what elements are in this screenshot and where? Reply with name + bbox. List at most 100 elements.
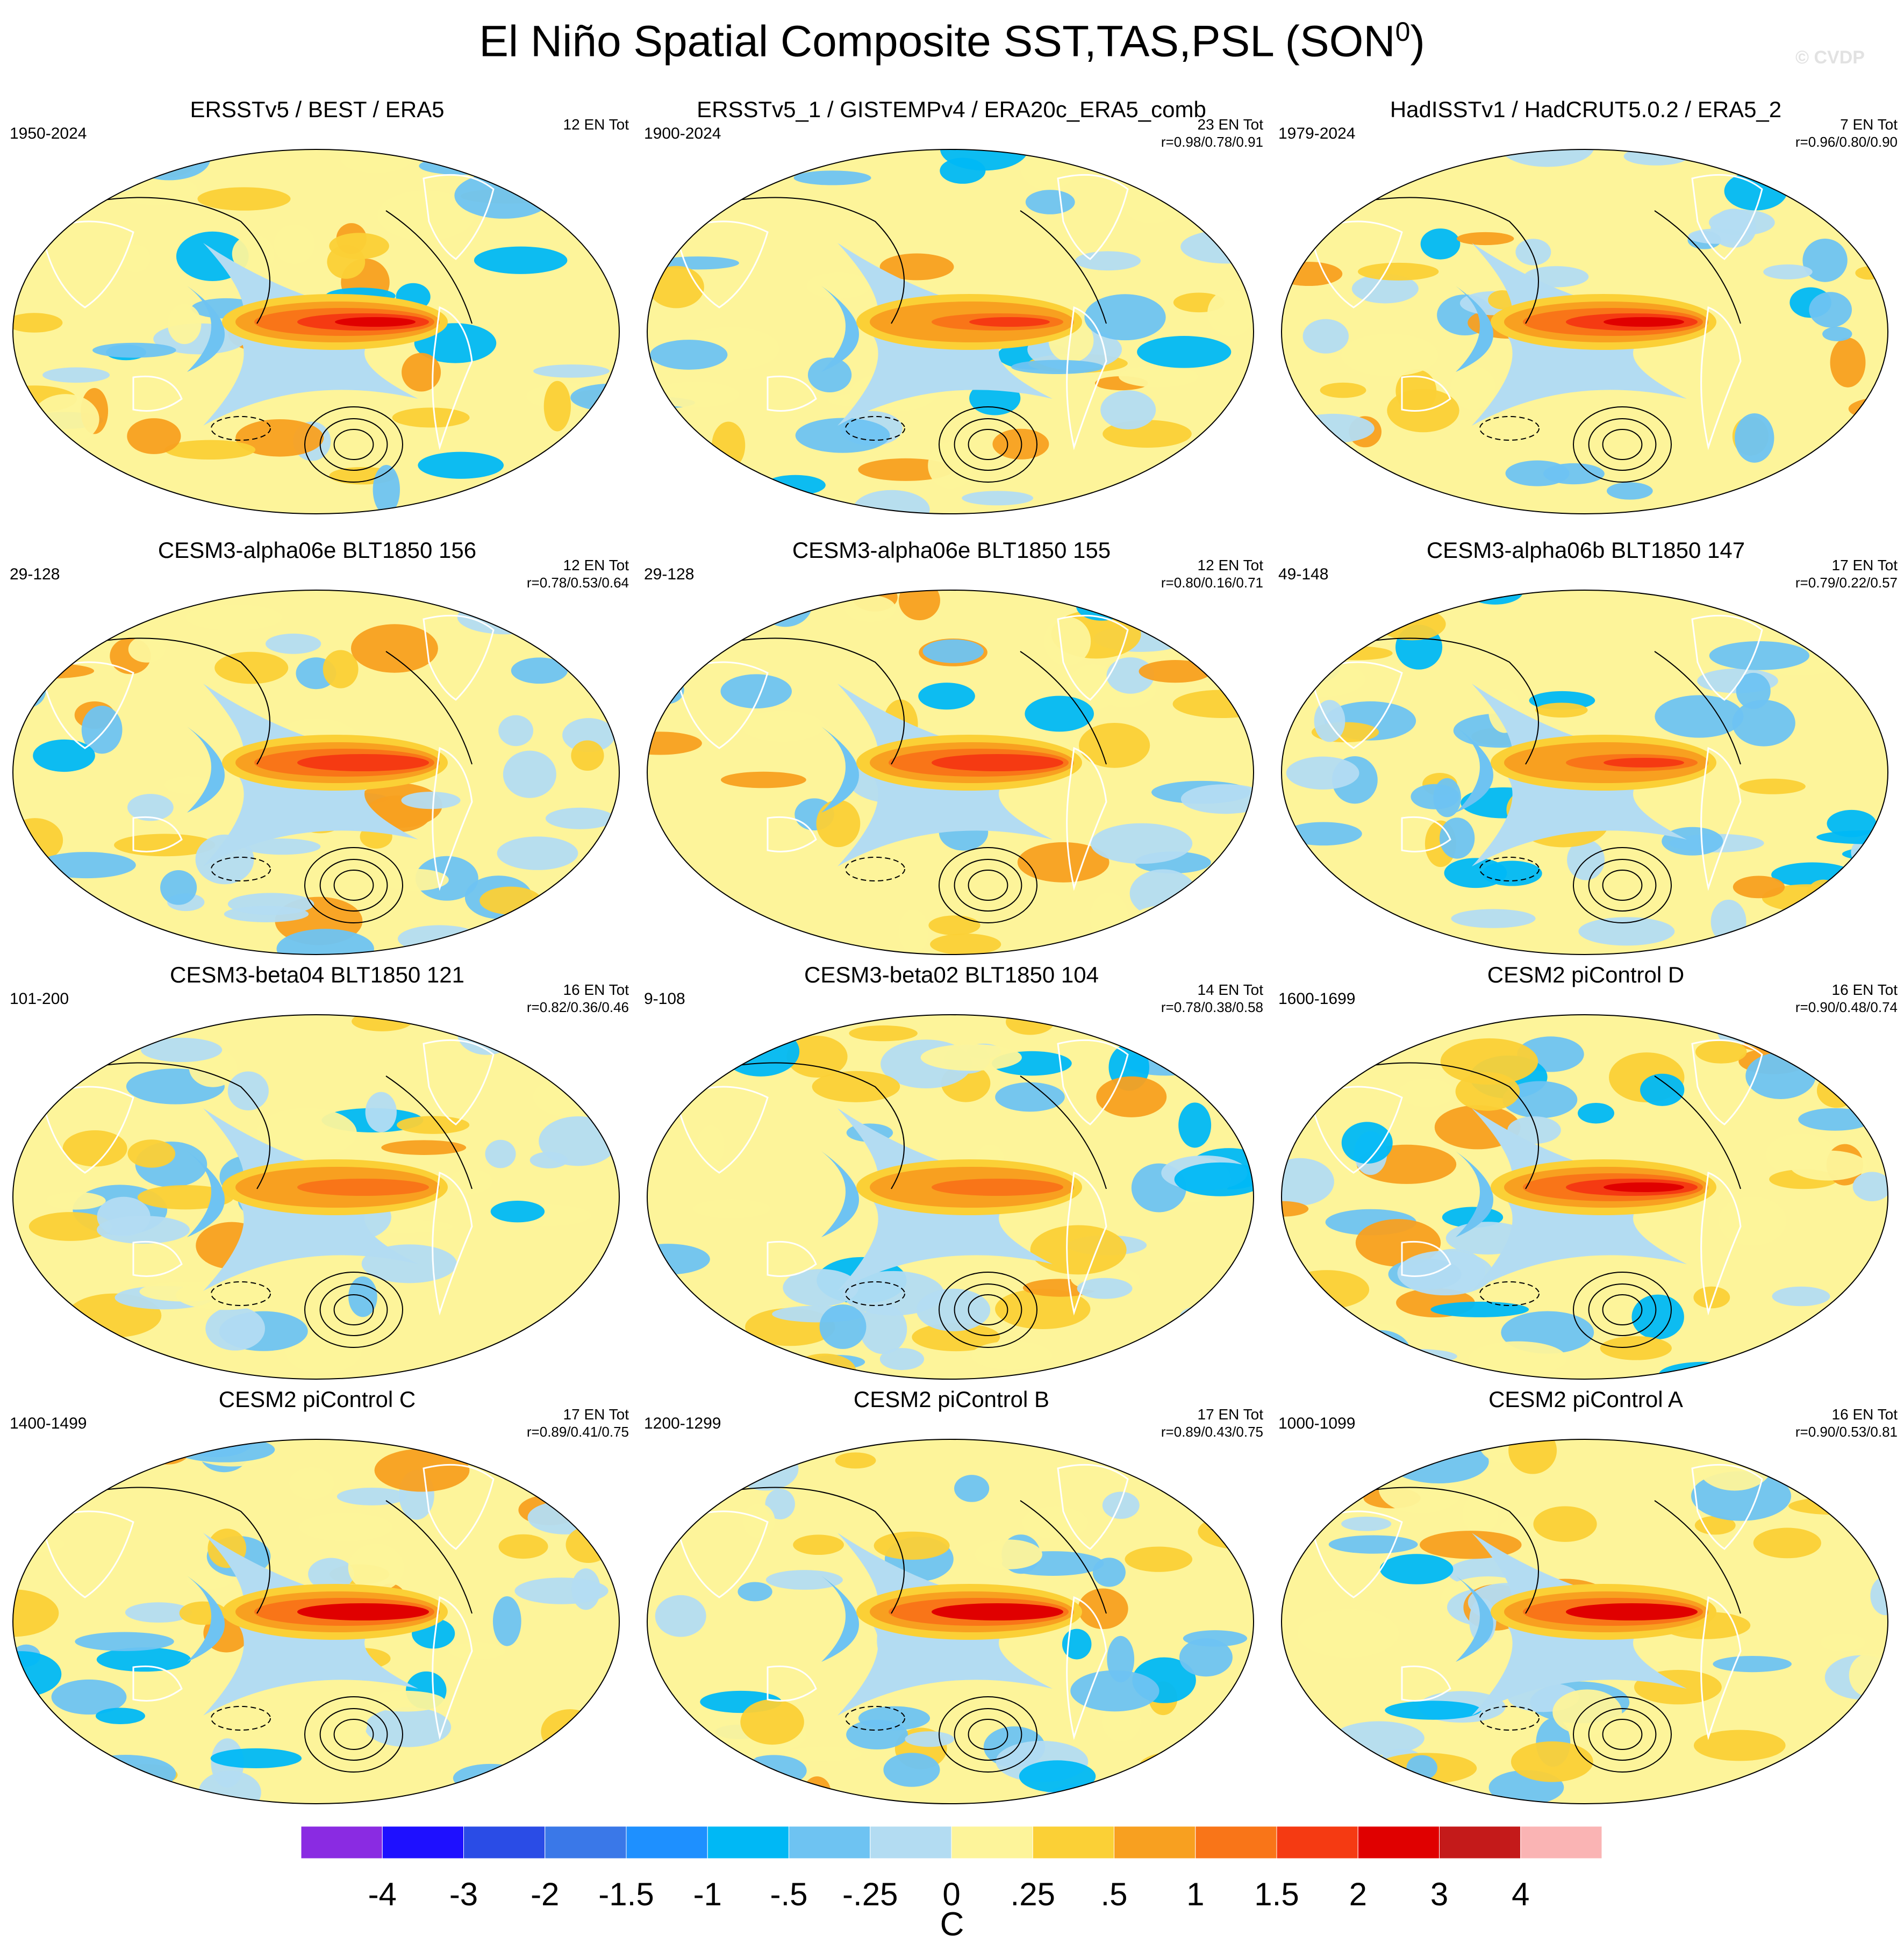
psl-contour bbox=[74, 1487, 270, 1614]
anomaly-patch bbox=[1322, 646, 1393, 661]
anomaly-patch bbox=[1164, 1755, 1235, 1800]
pattern-correlation: r=0.90/0.53/0.81 bbox=[1795, 1424, 1898, 1440]
anomaly-patch bbox=[1397, 1250, 1493, 1296]
anomaly-patch bbox=[42, 367, 110, 383]
panel-title: CESM3-alpha06e BLT1850 156 bbox=[158, 537, 477, 563]
anomaly-patch bbox=[365, 1092, 397, 1132]
colorbar-tick-label: 2 bbox=[1349, 1876, 1367, 1912]
anomaly-patch bbox=[244, 838, 321, 855]
anomaly-patch bbox=[992, 428, 1049, 460]
anomaly-patch bbox=[1375, 1348, 1457, 1364]
anomaly-patch bbox=[661, 1739, 759, 1767]
anomaly-patch bbox=[1745, 1031, 1780, 1048]
anomaly-patch bbox=[13, 454, 30, 480]
anomaly-patch bbox=[819, 1304, 867, 1349]
anomaly-patch bbox=[205, 1307, 266, 1351]
psl-contour bbox=[1342, 1487, 1539, 1614]
map-panel: CESM2 piControl C 1400-1499 17 EN Tot r=0.8… bbox=[0, 1387, 634, 1811]
anomaly-patch bbox=[1282, 661, 1366, 697]
psl-contour bbox=[385, 210, 473, 324]
anomaly-patch bbox=[844, 595, 896, 622]
panel-title: CESM2 piControl C bbox=[218, 1387, 416, 1412]
panel-title: CESM3-alpha06b BLT1850 147 bbox=[1426, 537, 1745, 563]
panel-title: HadISSTv1 / HadCRUT5.0.2 / ERA5_2 bbox=[1390, 97, 1782, 122]
anomaly-patch bbox=[402, 353, 441, 392]
anomaly-patch bbox=[1341, 1516, 1392, 1531]
nino-warm-tongue bbox=[335, 1607, 416, 1617]
en-total: 17 EN Tot bbox=[563, 1406, 629, 1423]
anomaly-patch bbox=[350, 624, 438, 673]
anomaly-patch bbox=[547, 1338, 588, 1355]
map-panel: CESM3-alpha06b BLT1850 147 49-148 17 EN To… bbox=[1269, 537, 1903, 962]
anomaly-patch bbox=[922, 639, 984, 663]
sst-field bbox=[647, 1015, 1254, 1379]
anomaly-patch bbox=[858, 1706, 930, 1731]
pattern-correlation: r=0.96/0.80/0.90 bbox=[1795, 134, 1898, 150]
anomaly-patch bbox=[928, 915, 980, 936]
anomaly-patch bbox=[96, 1647, 191, 1672]
anomaly-patch bbox=[647, 911, 696, 953]
panel-period: 1979-2024 bbox=[1278, 125, 1356, 142]
coastline bbox=[1057, 1464, 1129, 1550]
cool-core bbox=[821, 1576, 859, 1662]
psl-contour bbox=[708, 1062, 905, 1189]
panel-period: 1600-1699 bbox=[1278, 990, 1356, 1008]
anomaly-patch bbox=[1084, 294, 1166, 341]
map-panel: CESM3-beta04 BLT1850 121 101-200 16 EN Tot… bbox=[0, 962, 634, 1387]
map-outline bbox=[647, 590, 1254, 955]
anomaly-patch bbox=[1180, 784, 1254, 814]
anomaly-patch bbox=[707, 1015, 775, 1050]
anomaly-patch bbox=[1122, 183, 1181, 224]
panel-en-count: 17 EN Tot r=0.89/0.43/0.75 bbox=[1161, 1406, 1263, 1440]
anomaly-patch bbox=[528, 1015, 619, 1059]
coastline bbox=[1691, 614, 1763, 701]
coastline bbox=[1066, 747, 1107, 891]
anomaly-patch bbox=[1455, 1072, 1520, 1111]
robinson-map bbox=[1281, 1014, 1888, 1380]
coastline bbox=[767, 816, 817, 852]
title-superscript: 0 bbox=[1395, 17, 1411, 47]
anomaly-patch bbox=[1392, 936, 1429, 955]
anomaly-patch bbox=[975, 1539, 1042, 1569]
nino-warm-tongue bbox=[969, 758, 1050, 767]
anomaly-patch bbox=[1763, 264, 1813, 279]
anomaly-patch bbox=[541, 454, 598, 497]
anomaly-patch bbox=[197, 187, 291, 211]
cool-core bbox=[821, 286, 859, 372]
cool-core bbox=[821, 727, 859, 813]
sst-field bbox=[1282, 1439, 1888, 1804]
anomaly-patch bbox=[327, 1699, 368, 1746]
south-pacific-high-contour bbox=[968, 1719, 1008, 1750]
anomaly-patch bbox=[562, 718, 615, 752]
colorbar-swatch bbox=[626, 1826, 708, 1859]
anomaly-patch bbox=[95, 1708, 146, 1724]
anomaly-patch bbox=[16, 1537, 65, 1552]
en-total: 7 EN Tot bbox=[1840, 116, 1898, 133]
anomaly-patch bbox=[1339, 149, 1389, 178]
anomaly-patch bbox=[720, 674, 792, 709]
anomaly-patch bbox=[1798, 1108, 1872, 1131]
anomaly-patch bbox=[738, 1582, 772, 1602]
south-pacific-high-contour bbox=[1573, 406, 1672, 483]
anomaly-patch bbox=[1846, 494, 1888, 514]
anomaly-patch bbox=[647, 1244, 710, 1275]
psl-contour bbox=[1342, 197, 1539, 324]
nino-warm-tongue bbox=[969, 1182, 1050, 1192]
anomaly-patch bbox=[210, 1748, 302, 1769]
anomaly-patch bbox=[373, 465, 400, 514]
south-pacific-high-contour bbox=[939, 1272, 1037, 1348]
map-outline bbox=[647, 1014, 1254, 1380]
anomaly-patch bbox=[720, 771, 806, 788]
colorbar-swatch bbox=[1114, 1826, 1196, 1859]
anomaly-patch bbox=[1343, 494, 1419, 514]
psl-contour bbox=[1654, 1075, 1741, 1189]
anomaly-patch bbox=[567, 859, 619, 910]
anomaly-patch bbox=[33, 739, 95, 772]
anomaly-patch bbox=[1357, 262, 1439, 281]
anomaly-patch bbox=[879, 253, 954, 281]
anomaly-patch bbox=[1011, 360, 1104, 375]
anomaly-patch bbox=[329, 233, 389, 260]
coastline bbox=[41, 1086, 134, 1174]
en-total: 16 EN Tot bbox=[1831, 981, 1898, 998]
anomaly-patch bbox=[1709, 641, 1810, 670]
